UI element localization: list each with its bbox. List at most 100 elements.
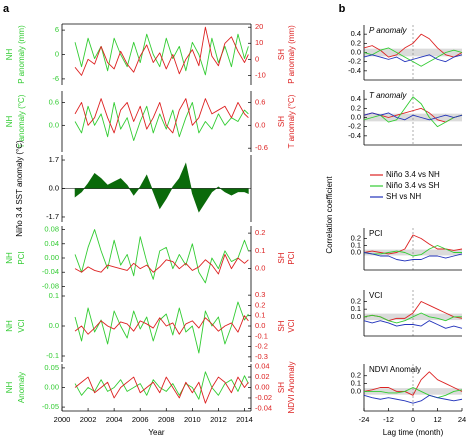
x-tick-label: 2002: [80, 415, 97, 424]
sh-series-line: [74, 376, 249, 404]
right-tick-label: -0.2: [255, 342, 268, 351]
correlation-line-3: [363, 54, 463, 63]
x-tick-label: 12: [433, 415, 441, 424]
y-tick-label: 0.2: [351, 296, 361, 305]
nh-axis-label: NH: [5, 320, 14, 332]
right-tick-label: 0.0: [255, 321, 265, 330]
correlation-line-1: [363, 371, 463, 396]
left-tick-label: 0.04: [44, 239, 59, 248]
y-tick-label: 0.0: [351, 386, 361, 395]
subplot-title: T anomaly: [369, 91, 407, 100]
sh-ylabel: T anomaly (°C): [287, 94, 296, 148]
left-tick-label: 0.0: [49, 120, 59, 129]
right-tick-label: 0.2: [255, 228, 265, 237]
nh-axis-label: NH: [5, 382, 14, 394]
y-tick-label: 0.4: [351, 94, 361, 103]
right-tick-label: 0: [255, 54, 259, 63]
nh-ylabel: VCI: [17, 319, 26, 332]
left-tick-label: 0.05: [44, 363, 59, 372]
right-tick-label: 0.3: [255, 290, 265, 299]
correlation-line-2: [363, 312, 462, 324]
x-tick-label: 2010: [184, 415, 201, 424]
panel-a-row-pci: 0.080.040.00-0.04-0.080.20.10.0NH PCI SH PC…: [5, 225, 296, 291]
y-tick-label: 0.1: [351, 304, 361, 313]
left-tick-label: 0.00: [44, 382, 59, 391]
right-tick-label: 0.6: [255, 97, 265, 106]
legend-entry: Niño 3.4 vs NH: [386, 170, 440, 179]
x-tick-label: -24: [359, 415, 370, 424]
y-tick-label: 0.2: [351, 38, 361, 47]
sh-series-line: [74, 98, 249, 134]
right-tick-label: 0.1: [255, 311, 265, 320]
correlation-line-3: [363, 394, 463, 404]
x-tick-label: 2000: [54, 415, 71, 424]
panel-a-row-enso: 1.7 0.0 -1.7 Niño 3.4 SST anomaly (°C): [15, 140, 252, 237]
nh-series-line: [74, 101, 249, 142]
left-tick-label: -0.04: [42, 267, 59, 276]
left-tick-label: -6: [52, 74, 59, 83]
x-tick-label: 2014: [236, 415, 253, 424]
left-tick-label: -0.1: [46, 351, 59, 360]
panel-b-subplot-2: 0.40.20.0-0.2-0.4 T anomaly: [348, 90, 463, 146]
x-tick-label: 2012: [210, 415, 227, 424]
right-tick-label: 0.00: [255, 382, 270, 391]
y-tick-label: 0.0: [351, 112, 361, 121]
y-tick-label: 0.0: [351, 247, 361, 256]
nh-series-line: [74, 229, 249, 284]
left-tick-label: 0.1: [49, 291, 59, 300]
y-tick-label: 0.0: [351, 312, 361, 321]
right-tick-label: 10: [255, 38, 263, 47]
y-tick-label: 0.2: [351, 233, 361, 242]
correlation-line-2: [363, 245, 462, 257]
y-tick-label: 0.4: [351, 29, 361, 38]
right-tick-label: 0.0: [255, 264, 265, 273]
enso-sst-area: [74, 162, 249, 213]
nh-ylabel: Anomaly: [17, 372, 26, 403]
correlation-line-3: [363, 320, 463, 329]
left-tick-label: 0.00: [44, 253, 59, 262]
x-tick-label: 2008: [158, 415, 175, 424]
right-tick-label: 0.2: [255, 300, 265, 309]
panel-b-subplot-3: 0.20.10.0 PCI: [351, 228, 463, 271]
sh-ylabel: P anomaly (mm): [287, 25, 296, 84]
left-tick-label: 6: [55, 25, 59, 34]
x-tick-label: 0: [411, 415, 415, 424]
y-tick-label: 0.1: [351, 379, 361, 388]
nh-series-line: [74, 33, 249, 76]
sh-axis-label: SH: [277, 382, 286, 393]
x-axis-label: Year: [148, 428, 165, 437]
subplot-title: P anomaly: [369, 26, 408, 35]
subplot-title: NDVI Anomaly: [369, 365, 421, 374]
panel-label-a: a: [3, 3, 10, 15]
left-tick-label: 0.0: [49, 183, 59, 192]
nh-axis-label: NH: [5, 49, 14, 61]
sh-series-line: [74, 253, 249, 275]
legend-entry: Niño 3.4 vs SH: [386, 181, 440, 190]
nh-axis-label: NH: [5, 252, 14, 264]
significance-band: [364, 113, 462, 122]
right-tick-label: -0.02: [255, 393, 272, 402]
x-tick-label: 2006: [132, 415, 149, 424]
left-tick-label: -0.05: [42, 402, 59, 411]
right-tick-label: -0.1: [255, 331, 268, 340]
correlation-line-2: [363, 47, 463, 67]
left-tick-label: 1.7: [49, 155, 59, 164]
panel-b-subplot-5: 0.20.10.0 NDVI Anomaly: [351, 364, 463, 412]
sh-ylabel: VCI: [287, 319, 296, 332]
sh-ylabel: NDVI Anomaly: [287, 361, 296, 413]
right-tick-label: 0.04: [255, 362, 270, 371]
right-tick-label: 0.1: [255, 246, 265, 255]
y-tick-label: 0.0: [351, 47, 361, 56]
legend: Niño 3.4 vs NH Niño 3.4 vs SH SH vs NH: [370, 170, 440, 201]
right-tick-label: -0.6: [255, 143, 268, 152]
right-tick-label: -0.3: [255, 352, 268, 361]
sh-series-line: [74, 315, 249, 335]
y-tick-label: -0.4: [348, 66, 361, 75]
y-tick-label: -0.2: [348, 57, 361, 66]
sh-axis-label: SH: [277, 252, 286, 263]
nh-ylabel: PCI: [17, 251, 26, 264]
subplot-title: VCI: [369, 291, 382, 300]
sh-axis-label: SH: [277, 49, 286, 60]
